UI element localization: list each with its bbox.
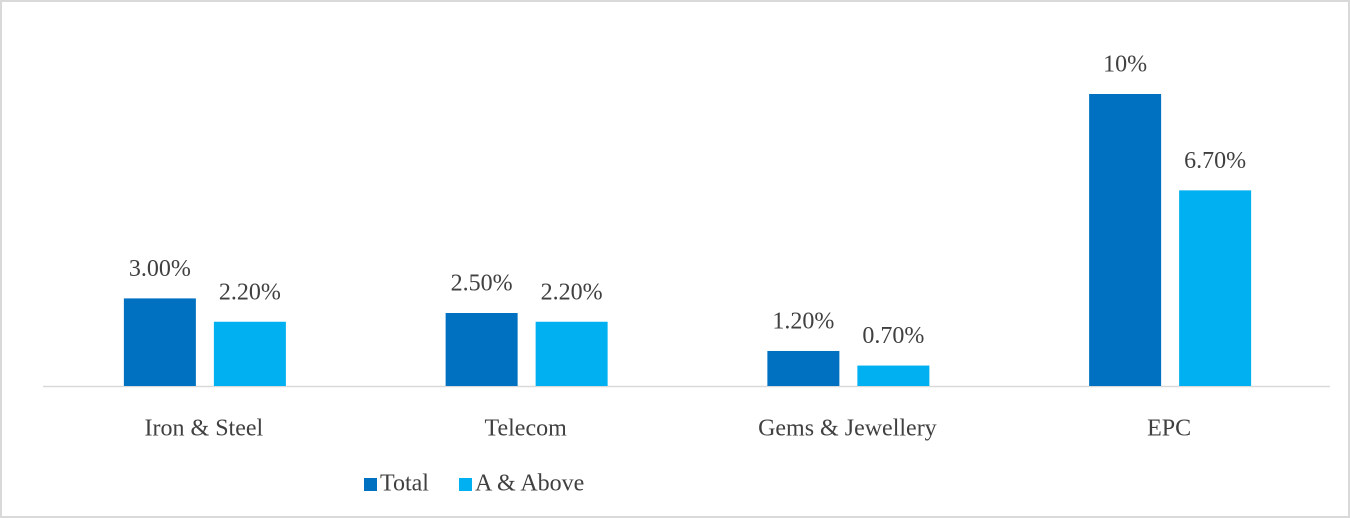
- data-label: 2.20%: [541, 279, 603, 305]
- legend-swatch: [458, 478, 472, 491]
- bar: [213, 321, 286, 386]
- x-tick-label: Iron & Steel: [145, 416, 264, 442]
- x-tick-label: EPC: [1147, 416, 1191, 442]
- data-label: 10%: [1103, 52, 1147, 78]
- data-label: 0.70%: [862, 323, 924, 349]
- data-label: 3.00%: [129, 256, 191, 282]
- legend-label: Total: [380, 471, 429, 497]
- bar: [1179, 190, 1252, 386]
- x-tick-label: Telecom: [484, 416, 567, 442]
- bar: [767, 350, 840, 386]
- bar: [1089, 94, 1162, 386]
- data-label: 2.20%: [219, 279, 281, 305]
- data-label: 6.70%: [1184, 148, 1246, 174]
- x-tick-label: Gems & Jewellery: [758, 416, 937, 442]
- legend-label: A & Above: [475, 471, 584, 497]
- bar: [857, 365, 930, 386]
- bar: [123, 298, 196, 386]
- bar: [445, 313, 518, 386]
- data-label: 2.50%: [451, 271, 513, 297]
- legend-swatch: [364, 478, 377, 491]
- data-label: 1.20%: [772, 308, 834, 334]
- bar: [535, 321, 608, 386]
